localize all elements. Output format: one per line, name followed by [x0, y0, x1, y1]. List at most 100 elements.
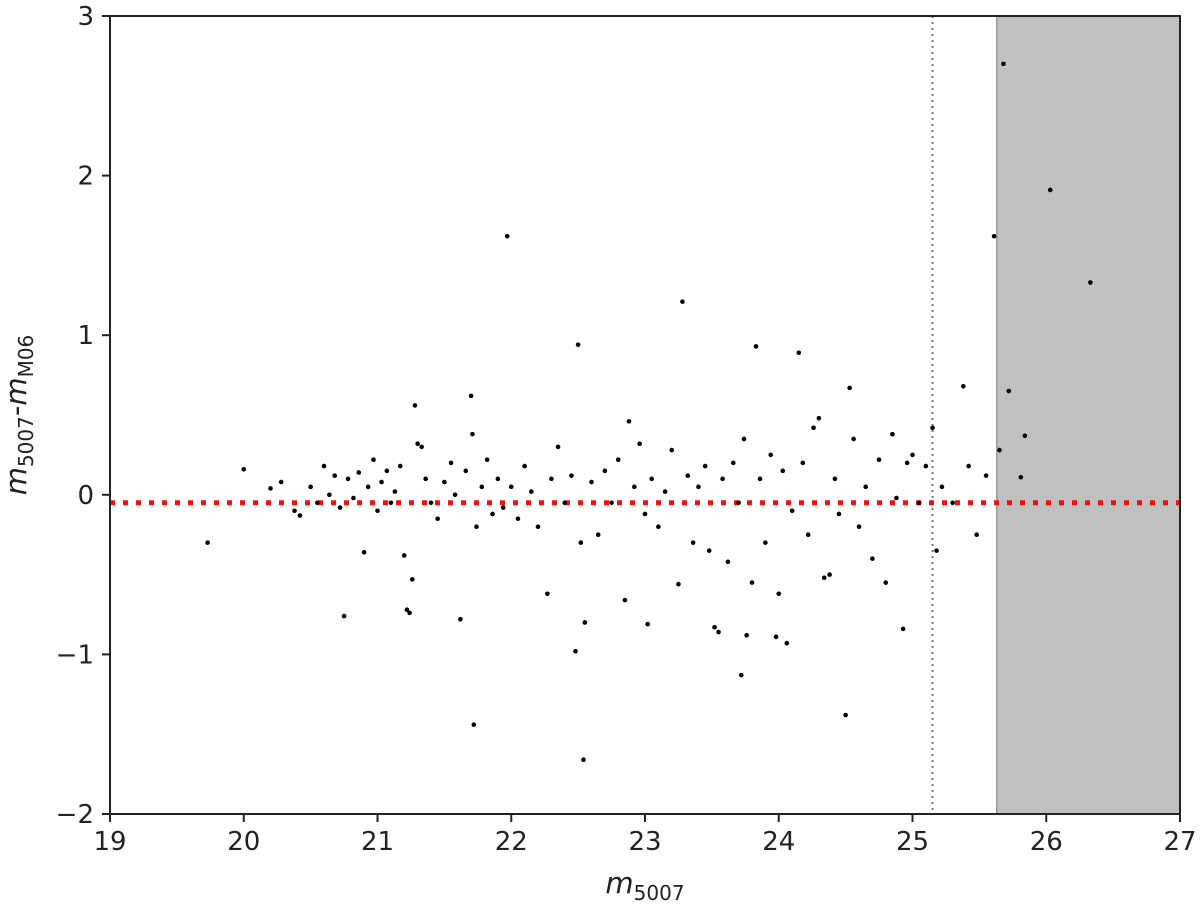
data-point	[205, 540, 210, 545]
data-point	[827, 572, 832, 577]
data-point	[419, 444, 424, 450]
data-point	[471, 722, 477, 727]
data-point	[821, 575, 827, 581]
data-point	[776, 591, 782, 597]
data-point	[609, 500, 614, 506]
data-point	[573, 648, 578, 654]
y-axis-label-base1: m	[0, 467, 33, 495]
data-point	[916, 500, 922, 506]
data-point	[341, 613, 347, 619]
data-point	[983, 473, 989, 478]
data-point	[578, 540, 584, 545]
y-axis-label-sep: -	[0, 406, 33, 416]
y-tick-label: 2	[77, 162, 94, 192]
data-point	[768, 452, 774, 458]
x-tick-label: 24	[762, 827, 795, 857]
data-point	[696, 484, 701, 490]
data-point	[894, 495, 899, 501]
x-axis-label-base: m	[605, 866, 633, 900]
data-point	[356, 470, 362, 475]
data-point	[535, 524, 541, 530]
data-point	[847, 385, 852, 391]
y-axis-ticks: 3 2 1 0 −1 −2	[56, 2, 110, 830]
data-point	[676, 581, 681, 587]
data-point	[474, 524, 479, 530]
data-point	[702, 463, 708, 469]
data-point	[327, 492, 332, 498]
x-axis-label-sub: 5007	[634, 881, 685, 905]
data-point	[904, 460, 910, 466]
data-point	[384, 468, 390, 474]
data-point	[308, 484, 313, 490]
data-point	[337, 505, 343, 510]
y-tick-label: 3	[77, 2, 94, 32]
data-point	[632, 484, 637, 490]
data-point	[950, 500, 955, 506]
data-point	[589, 479, 594, 485]
data-point	[297, 513, 303, 518]
data-point	[278, 479, 284, 485]
x-tick-label: 26	[1030, 827, 1063, 857]
data-point	[939, 484, 945, 490]
data-point	[741, 436, 747, 442]
data-point	[241, 466, 247, 472]
data-point	[375, 508, 380, 514]
data-point	[463, 468, 469, 474]
data-point	[428, 500, 434, 506]
y-tick-label: −1	[56, 640, 94, 670]
data-point	[883, 580, 889, 585]
x-tick-label: 21	[361, 827, 394, 857]
data-point	[379, 479, 384, 485]
data-point	[332, 473, 338, 478]
data-point	[315, 500, 320, 506]
data-point	[757, 476, 763, 482]
data-point	[662, 489, 668, 494]
data-point	[796, 350, 802, 356]
x-tick-label: 20	[227, 827, 260, 857]
x-tick-label: 27	[1163, 827, 1196, 857]
data-point	[690, 540, 696, 545]
data-point	[371, 457, 376, 462]
y-tick-label: −2	[56, 800, 94, 830]
data-point	[805, 532, 811, 537]
data-point	[504, 233, 510, 239]
data-point	[934, 548, 939, 553]
data-point	[1022, 433, 1028, 439]
data-point	[856, 524, 862, 530]
data-point	[716, 629, 721, 635]
data-point	[409, 577, 415, 582]
data-point	[500, 505, 506, 510]
data-points	[205, 61, 1093, 763]
x-tick-label: 19	[93, 827, 126, 857]
data-point	[407, 610, 412, 616]
data-point	[401, 553, 407, 558]
data-point	[649, 476, 654, 482]
data-point	[1006, 388, 1012, 394]
data-point	[415, 441, 420, 447]
data-point	[680, 299, 685, 304]
data-point	[615, 457, 621, 462]
data-point	[739, 672, 744, 678]
data-point	[923, 463, 929, 469]
data-point	[744, 632, 749, 638]
data-point	[685, 473, 691, 478]
data-point	[470, 431, 475, 437]
x-tick-label: 23	[628, 827, 661, 857]
data-point	[870, 556, 875, 561]
data-point	[479, 484, 485, 490]
data-point	[669, 447, 675, 453]
data-point	[361, 549, 367, 555]
data-point	[404, 607, 410, 613]
data-point	[458, 616, 463, 622]
data-point	[816, 415, 822, 421]
data-point	[392, 489, 398, 494]
data-point	[545, 591, 550, 597]
data-point	[522, 463, 527, 469]
x-tick-label: 25	[896, 827, 929, 857]
data-point	[1001, 61, 1006, 67]
data-point	[720, 476, 725, 482]
data-point	[890, 431, 895, 437]
data-point	[448, 460, 454, 466]
data-point	[508, 484, 514, 490]
data-point	[966, 463, 971, 469]
